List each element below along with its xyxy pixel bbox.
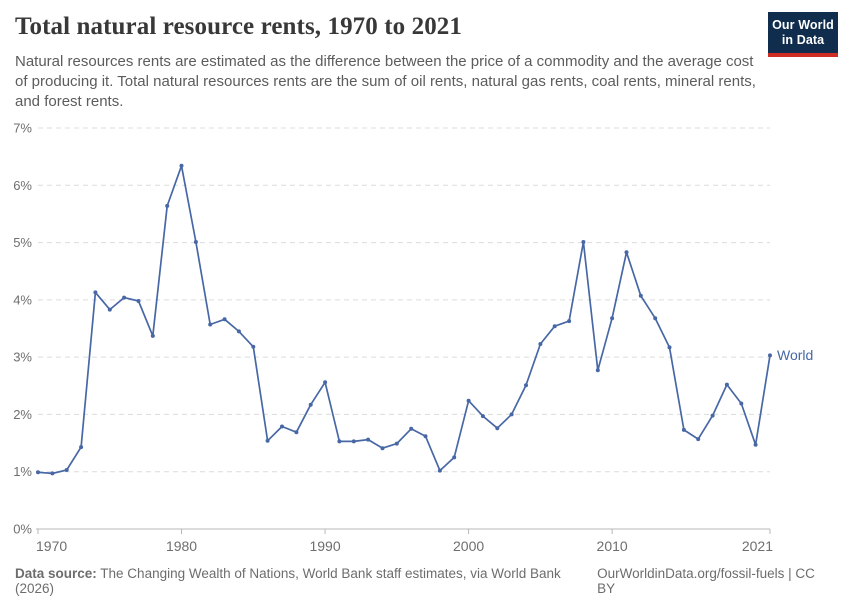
data-point-world-1988[interactable] [294,430,299,435]
data-point-world-1986[interactable] [265,438,270,443]
y-tick-label-2: 2% [13,407,32,422]
x-tick-label-2021: 2021 [742,538,773,554]
page-title: Total natural resource rents, 1970 to 20… [15,13,463,40]
data-point-world-2008[interactable] [581,240,586,244]
data-point-world-2016[interactable] [696,437,701,442]
owid-logo-line2: in Data [781,32,825,47]
data-point-world-1976[interactable] [122,295,127,300]
data-point-world-2004[interactable] [524,383,528,388]
data-point-world-2002[interactable] [495,426,500,431]
y-tick-label-0: 0% [13,522,32,537]
y-tick-label-4: 4% [13,292,32,307]
data-point-world-2000[interactable] [466,398,471,403]
data-source-note: Data source: The Changing Wealth of Nati… [15,566,597,596]
data-point-world-2005[interactable] [538,342,543,346]
y-tick-label-6: 6% [13,178,32,193]
data-point-world-2003[interactable] [509,412,514,417]
line-chart-canvas[interactable]: 0% 1% 2% 3% 4% 5% 6% 7% 1970 1980 1990 2000 2010 2021… [0,115,850,560]
data-point-world-1974[interactable] [93,290,98,295]
data-point-world-2017[interactable] [710,413,715,418]
line-chart-svg[interactable]: 0% 1% 2% 3% 4% 5% 6% 7% 1970 1980 1990 2000 2010 2021… [0,115,850,560]
data-point-world-1970[interactable] [36,470,40,475]
data-point-world-2011[interactable] [624,250,629,255]
y-tick-label-7: 7% [13,121,32,136]
data-point-world-1996[interactable] [409,426,414,431]
data-point-world-1977[interactable] [136,299,141,303]
data-point-world-1982[interactable] [208,322,213,327]
x-tick-label-1990: 1990 [309,538,340,554]
data-point-world-2018[interactable] [724,382,729,387]
x-tick-label-2000: 2000 [453,538,484,554]
data-point-world-1995[interactable] [394,441,399,446]
data-point-world-1991[interactable] [337,439,342,444]
y-tick-label-3: 3% [13,350,32,365]
data-point-world-1979[interactable] [165,203,170,208]
data-point-world-1987[interactable] [280,424,284,429]
data-point-world-1989[interactable] [308,402,313,407]
data-point-world-2012[interactable] [638,293,643,298]
series-label-world[interactable]: World [777,347,813,363]
data-point-world-1980[interactable] [179,163,184,168]
owid-logo[interactable]: Our World in Data [768,12,838,57]
data-point-world-2020[interactable] [753,442,758,447]
data-source-label: Data source: [15,566,97,581]
data-point-world-1984[interactable] [236,329,241,334]
chart-footer: Data source: The Changing Wealth of Nati… [15,566,834,596]
data-source-text: The Changing Wealth of Nations, World Ba… [15,566,561,596]
data-point-world-1983[interactable] [222,317,227,322]
data-point-world-1993[interactable] [366,437,371,442]
x-tick-label-1980: 1980 [166,538,197,554]
data-point-world-2013[interactable] [653,316,658,321]
data-point-world-1999[interactable] [452,455,457,460]
data-point-world-1973[interactable] [79,445,84,450]
data-point-world-2007[interactable] [567,319,572,324]
data-point-world-2010[interactable] [610,316,615,321]
y-tick-label-5: 5% [13,235,32,250]
data-point-world-2015[interactable] [681,427,686,432]
y-tick-label-1: 1% [13,464,32,479]
data-point-world-2021[interactable] [768,353,772,358]
data-point-world-1998[interactable] [437,468,442,473]
data-point-world-2006[interactable] [552,324,557,329]
data-point-world-2001[interactable] [480,414,485,419]
data-point-world-2019[interactable] [739,401,744,406]
chart-subtitle: Natural resources rents are estimated as… [15,53,756,110]
credit-link[interactable]: OurWorldinData.org/fossil-fuels | CC BY [597,566,815,596]
data-point-world-1985[interactable] [251,344,256,349]
data-point-world-1992[interactable] [351,439,356,444]
data-point-world-2014[interactable] [667,345,672,350]
data-point-world-1994[interactable] [380,446,385,451]
x-tick-label-2010: 2010 [597,538,628,554]
data-point-world-1978[interactable] [150,333,155,338]
data-point-world-2009[interactable] [595,368,600,373]
series-line-world[interactable] [37,164,771,475]
data-point-world-1975[interactable] [107,307,112,312]
data-point-world-1972[interactable] [64,468,69,472]
data-point-world-1990[interactable] [323,380,328,385]
data-point-world-1981[interactable] [193,240,198,244]
data-point-world-1971[interactable] [50,471,55,476]
data-point-world-1997[interactable] [423,434,428,439]
owid-logo-line1: Our World [772,18,834,32]
x-tick-label-1970: 1970 [36,538,67,554]
